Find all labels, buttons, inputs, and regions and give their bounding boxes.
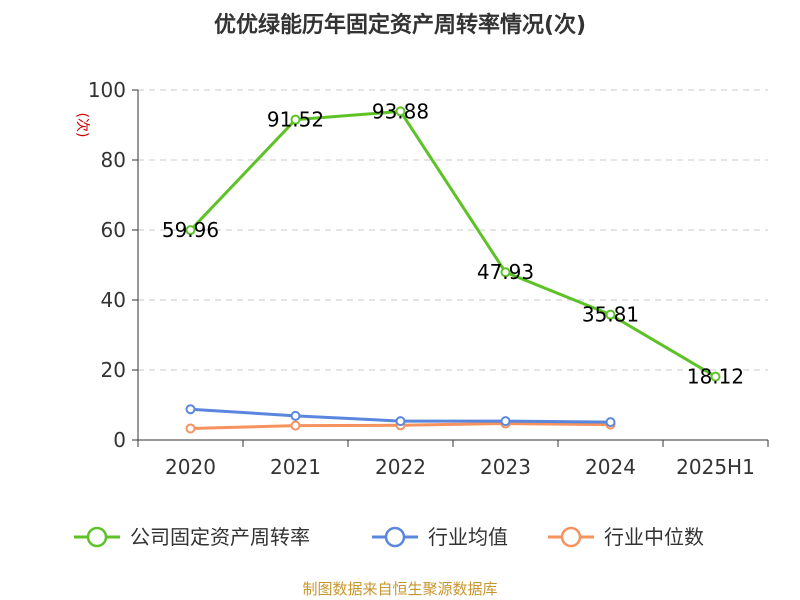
- series-1-point: [605, 417, 616, 428]
- series-0-point: [605, 309, 616, 320]
- series-0-point: [395, 106, 406, 117]
- data-label: 35.81: [582, 303, 639, 327]
- x-tick-label: 2024: [585, 455, 636, 479]
- series-1-point: [290, 410, 301, 421]
- legend-label-0: 公司固定资产周转率: [130, 525, 310, 549]
- y-tick-label: 60: [101, 218, 126, 242]
- data-labels: 59.96 91.52 93.88 47.93 35.81 18.12: [162, 99, 744, 388]
- y-tick-label: 80: [101, 148, 126, 172]
- x-tick-label: 2022: [375, 455, 426, 479]
- series-2-point: [290, 420, 301, 431]
- x-tick-label: 2020: [165, 455, 216, 479]
- series-0-point: [290, 114, 301, 125]
- data-label: 59.96: [162, 218, 219, 242]
- legend-label-2: 行业中位数: [604, 525, 704, 549]
- x-tick-label: 2021: [270, 455, 321, 479]
- series-layer: [185, 106, 721, 434]
- series-0-point: [185, 225, 196, 236]
- chart-title: 优优绿能历年固定资产周转率情况(次): [214, 12, 586, 38]
- data-label: 18.12: [687, 365, 744, 389]
- x-tick-label: 2025H1: [676, 455, 755, 479]
- y-tick-label: 20: [101, 358, 126, 382]
- axes: 0 20 40 60 80 100 2020 2021 2022 2023 2024 2025H1: [88, 78, 769, 479]
- data-label: 91.52: [267, 108, 324, 132]
- series-1-point: [185, 404, 196, 415]
- y-tick-label: 100: [88, 78, 126, 102]
- grid-lines: [138, 89, 768, 371]
- series-2-point: [185, 423, 196, 434]
- data-label: 47.93: [477, 260, 534, 284]
- series-1-point: [500, 416, 511, 427]
- y-tick-label: 40: [101, 288, 126, 312]
- series-0-line: [189, 109, 717, 378]
- legend-marker-2: [560, 526, 582, 548]
- data-label: 93.88: [372, 99, 429, 123]
- legend: 公司固定资产周转率 行业均值 行业中位数: [74, 525, 704, 549]
- series-0-point: [710, 371, 721, 382]
- y-axis-unit-label: (次): [74, 113, 90, 138]
- y-tick-label: 0: [113, 428, 126, 452]
- source-note: 制图数据来自恒生聚源数据库: [302, 580, 497, 598]
- legend-marker-1: [384, 526, 406, 548]
- series-0-point: [500, 267, 511, 278]
- series-1-point: [395, 416, 406, 427]
- x-tick-label: 2023: [480, 455, 531, 479]
- legend-label-1: 行业均值: [428, 525, 508, 549]
- legend-marker-0: [86, 526, 108, 548]
